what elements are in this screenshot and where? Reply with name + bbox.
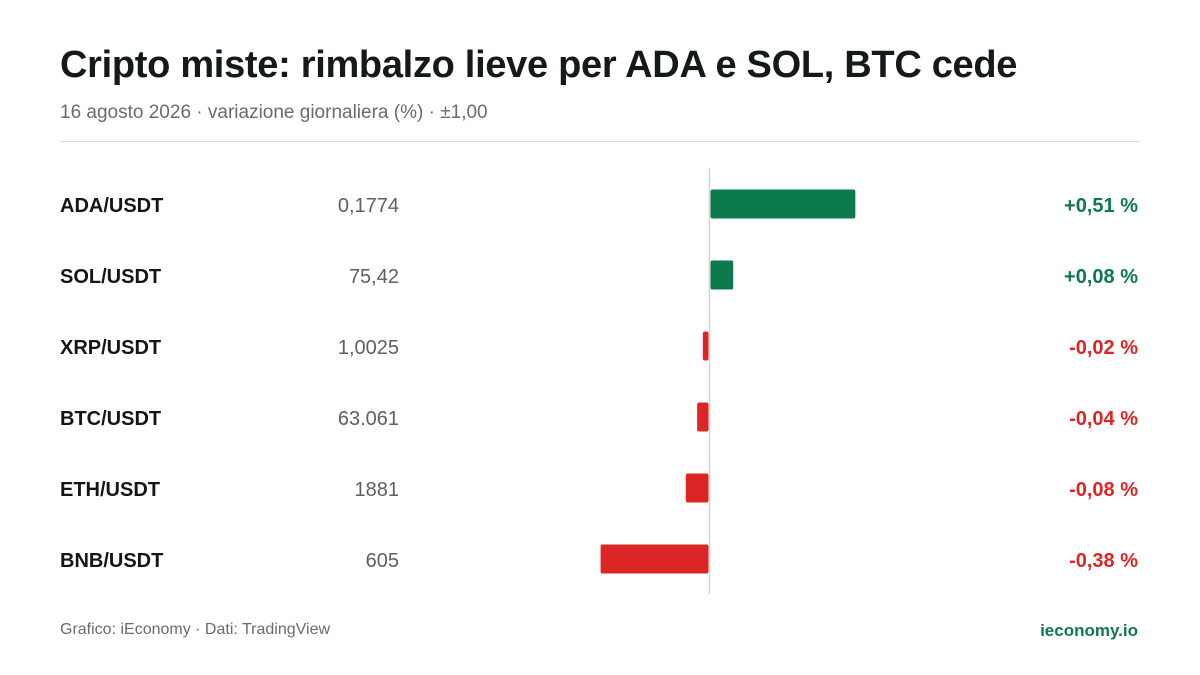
bar-negative xyxy=(697,402,709,432)
change-value-label: +0,08 % xyxy=(1064,266,1138,288)
chart-row: XRP/USDT 1,0025 -0,02 % xyxy=(60,331,1138,361)
pair-label: BTC/USDT xyxy=(60,408,161,430)
bar-positive xyxy=(710,189,856,219)
bar-negative xyxy=(600,544,709,574)
change-value-label: +0,51 % xyxy=(1064,195,1138,217)
bar-negative xyxy=(685,473,709,503)
footer-brand-link[interactable]: ieconomy.io xyxy=(1040,621,1138,640)
chart-subtitle: 16 agosto 2026 · variazione giornaliera … xyxy=(60,102,488,123)
price-label: 1,0025 xyxy=(338,337,399,359)
pair-label: ETH/USDT xyxy=(60,479,160,501)
bar-positive xyxy=(710,260,734,290)
change-value-label: -0,38 % xyxy=(1069,550,1138,572)
change-value-label: -0,02 % xyxy=(1069,337,1138,359)
chart-title: Cripto miste: rimbalzo lieve per ADA e S… xyxy=(60,44,1018,86)
chart-row: ADA/USDT 0,1774 +0,51 % xyxy=(60,189,1138,219)
change-value-label: -0,04 % xyxy=(1069,408,1138,430)
chart-row: BTC/USDT 63.061 -0,04 % xyxy=(60,402,1138,432)
pair-label: ADA/USDT xyxy=(60,195,163,217)
price-label: 63.061 xyxy=(338,408,399,430)
price-label: 605 xyxy=(366,550,399,572)
header-divider xyxy=(60,141,1140,142)
chart-row: BNB/USDT 605 -0,38 % xyxy=(60,544,1138,574)
pair-label: SOL/USDT xyxy=(60,266,161,288)
change-value-label: -0,08 % xyxy=(1069,479,1138,501)
pair-label: BNB/USDT xyxy=(60,550,163,572)
price-label: 1881 xyxy=(355,479,400,501)
footer-source: Grafico: iEconomy · Dati: TradingView xyxy=(60,621,331,638)
price-label: 0,1774 xyxy=(338,195,399,217)
chart-row: SOL/USDT 75,42 +0,08 % xyxy=(60,260,1138,290)
pair-label: XRP/USDT xyxy=(60,337,161,359)
chart-row: ETH/USDT 1881 -0,08 % xyxy=(60,473,1138,503)
bar-negative xyxy=(702,331,709,361)
price-label: 75,42 xyxy=(349,266,399,288)
